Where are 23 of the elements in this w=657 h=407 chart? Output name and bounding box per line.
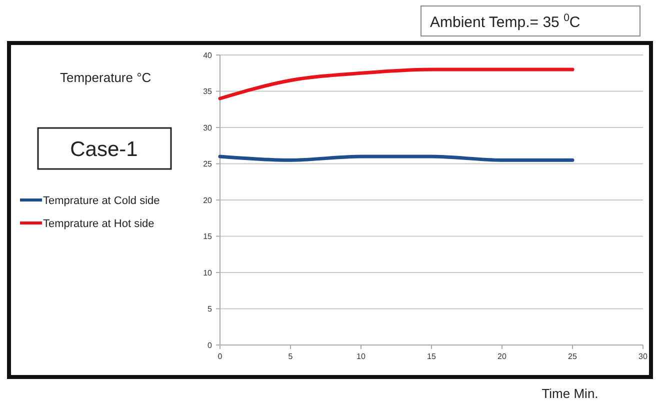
y-tick-label: 35: [203, 87, 213, 96]
legend-label: Temprature at Cold side: [43, 194, 160, 207]
y-tick-label: 15: [203, 232, 213, 242]
y-axis-title: Temperature °C: [60, 70, 152, 85]
y-tick-label: 5: [208, 304, 213, 314]
y-tick-label: 20: [203, 196, 213, 205]
x-tick-label: 5: [288, 352, 294, 361]
y-tick-label: 0: [208, 340, 213, 350]
x-tick-label: 20: [498, 352, 507, 361]
y-tick-label: 30: [203, 123, 213, 132]
y-tick-label: 10: [203, 268, 213, 278]
x-tick-label: 25: [568, 352, 578, 361]
x-tick-label: 10: [356, 352, 366, 361]
x-tick-label: 30: [638, 352, 648, 361]
line-series: [218, 68, 574, 100]
y-tick-label: 40: [203, 50, 213, 60]
text: Ambient Temp.= 35 $^{0}$C: [430, 12, 580, 31]
text: Case-1: [70, 138, 138, 161]
x-tick-label: 0: [218, 352, 223, 361]
x-tick-label: 15: [427, 352, 436, 361]
x-axis-title: Time Min.: [542, 386, 598, 401]
y-tick-label: 25: [203, 160, 213, 169]
legend-label: Temprature at Hot side: [43, 218, 154, 230]
